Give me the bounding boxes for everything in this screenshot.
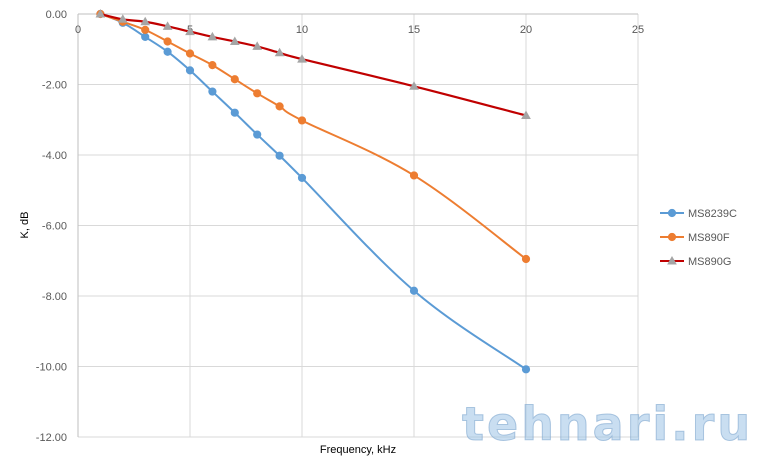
data-point-ms8239c [409, 286, 419, 295]
data-point-ms890g [95, 8, 106, 18]
legend-item-ms890g: MS890G [660, 255, 731, 268]
x-axis-title: Frequency, kHz [320, 444, 396, 456]
data-point-ms8239c [275, 151, 284, 160]
legend-item-ms8239c: MS8239C [660, 208, 737, 220]
data-point-ms890f [275, 102, 284, 111]
x-tick-label: 25 [632, 24, 644, 36]
y-tick-label: -6.00 [42, 221, 67, 233]
y-tick-labels: 0.00 -2.00 -4.00 -6.00 -8.00 -10.00 -12.00 [36, 9, 67, 444]
x-tick-label: 0 [75, 24, 81, 36]
data-point-ms8239c [163, 47, 172, 56]
data-point-ms890f [521, 254, 531, 264]
data-point-ms890g [207, 31, 218, 41]
x-tick-label: 20 [520, 24, 532, 36]
legend-label-ms890g: MS890G [688, 256, 731, 268]
y-tick-label: -12.00 [36, 432, 67, 444]
series-ms8239c [96, 9, 531, 374]
legend-marker-ms8239c [667, 208, 677, 218]
data-point-ms890g [297, 54, 307, 63]
data-point-ms890f [409, 171, 419, 180]
series-line-ms8239c [100, 13, 527, 371]
legend-marker-ms890f [667, 232, 677, 242]
watermark: tehnari.ru [462, 397, 753, 452]
y-tick-label: -10.00 [36, 362, 67, 374]
y-tick-label: -4.00 [42, 150, 67, 162]
legend-label-ms8239c: MS8239C [688, 208, 737, 220]
data-point-ms890f [230, 75, 239, 84]
data-point-ms890g [229, 36, 240, 45]
y-tick-label: 0.00 [46, 9, 67, 21]
data-point-ms890f [253, 89, 262, 98]
data-point-ms890g [117, 14, 128, 23]
legend-label-ms890f: MS890F [688, 232, 730, 244]
data-point-ms8239c [297, 173, 307, 183]
legend: MS8239C MS890F MS890G [660, 208, 737, 268]
data-point-ms890g [252, 41, 263, 50]
data-point-ms8239c [208, 87, 217, 96]
data-point-ms890g [274, 47, 285, 57]
y-tick-label: -8.00 [42, 291, 67, 303]
data-point-ms890f [208, 61, 217, 70]
x-tick-label: 15 [408, 24, 420, 36]
grid-lines [78, 14, 639, 438]
data-point-ms8239c [230, 108, 239, 117]
series-layer [95, 8, 531, 374]
watermark-text: tehnari.ru [462, 397, 753, 451]
data-point-ms8239c [141, 32, 150, 42]
data-point-ms890g [140, 16, 151, 26]
y-axis-title: K, dB [19, 212, 31, 239]
data-point-ms890g [185, 26, 195, 36]
x-tick-label: 10 [296, 24, 308, 36]
data-point-ms8239c [253, 130, 262, 139]
series-ms890g [95, 8, 531, 120]
data-point-ms890g [521, 110, 531, 120]
data-point-ms890f [185, 49, 195, 58]
legend-item-ms890f: MS890F [660, 232, 730, 244]
data-point-ms890f [163, 37, 172, 46]
legend-marker-ms890g [667, 255, 677, 265]
data-point-ms8239c [185, 66, 195, 75]
data-point-ms890g [162, 21, 173, 30]
y-tick-label: -2.00 [42, 80, 67, 92]
data-point-ms8239c [521, 365, 531, 374]
data-point-ms890f [141, 25, 150, 34]
data-point-ms890g [409, 81, 419, 90]
data-point-ms890f [297, 116, 307, 125]
axes [77, 13, 638, 437]
